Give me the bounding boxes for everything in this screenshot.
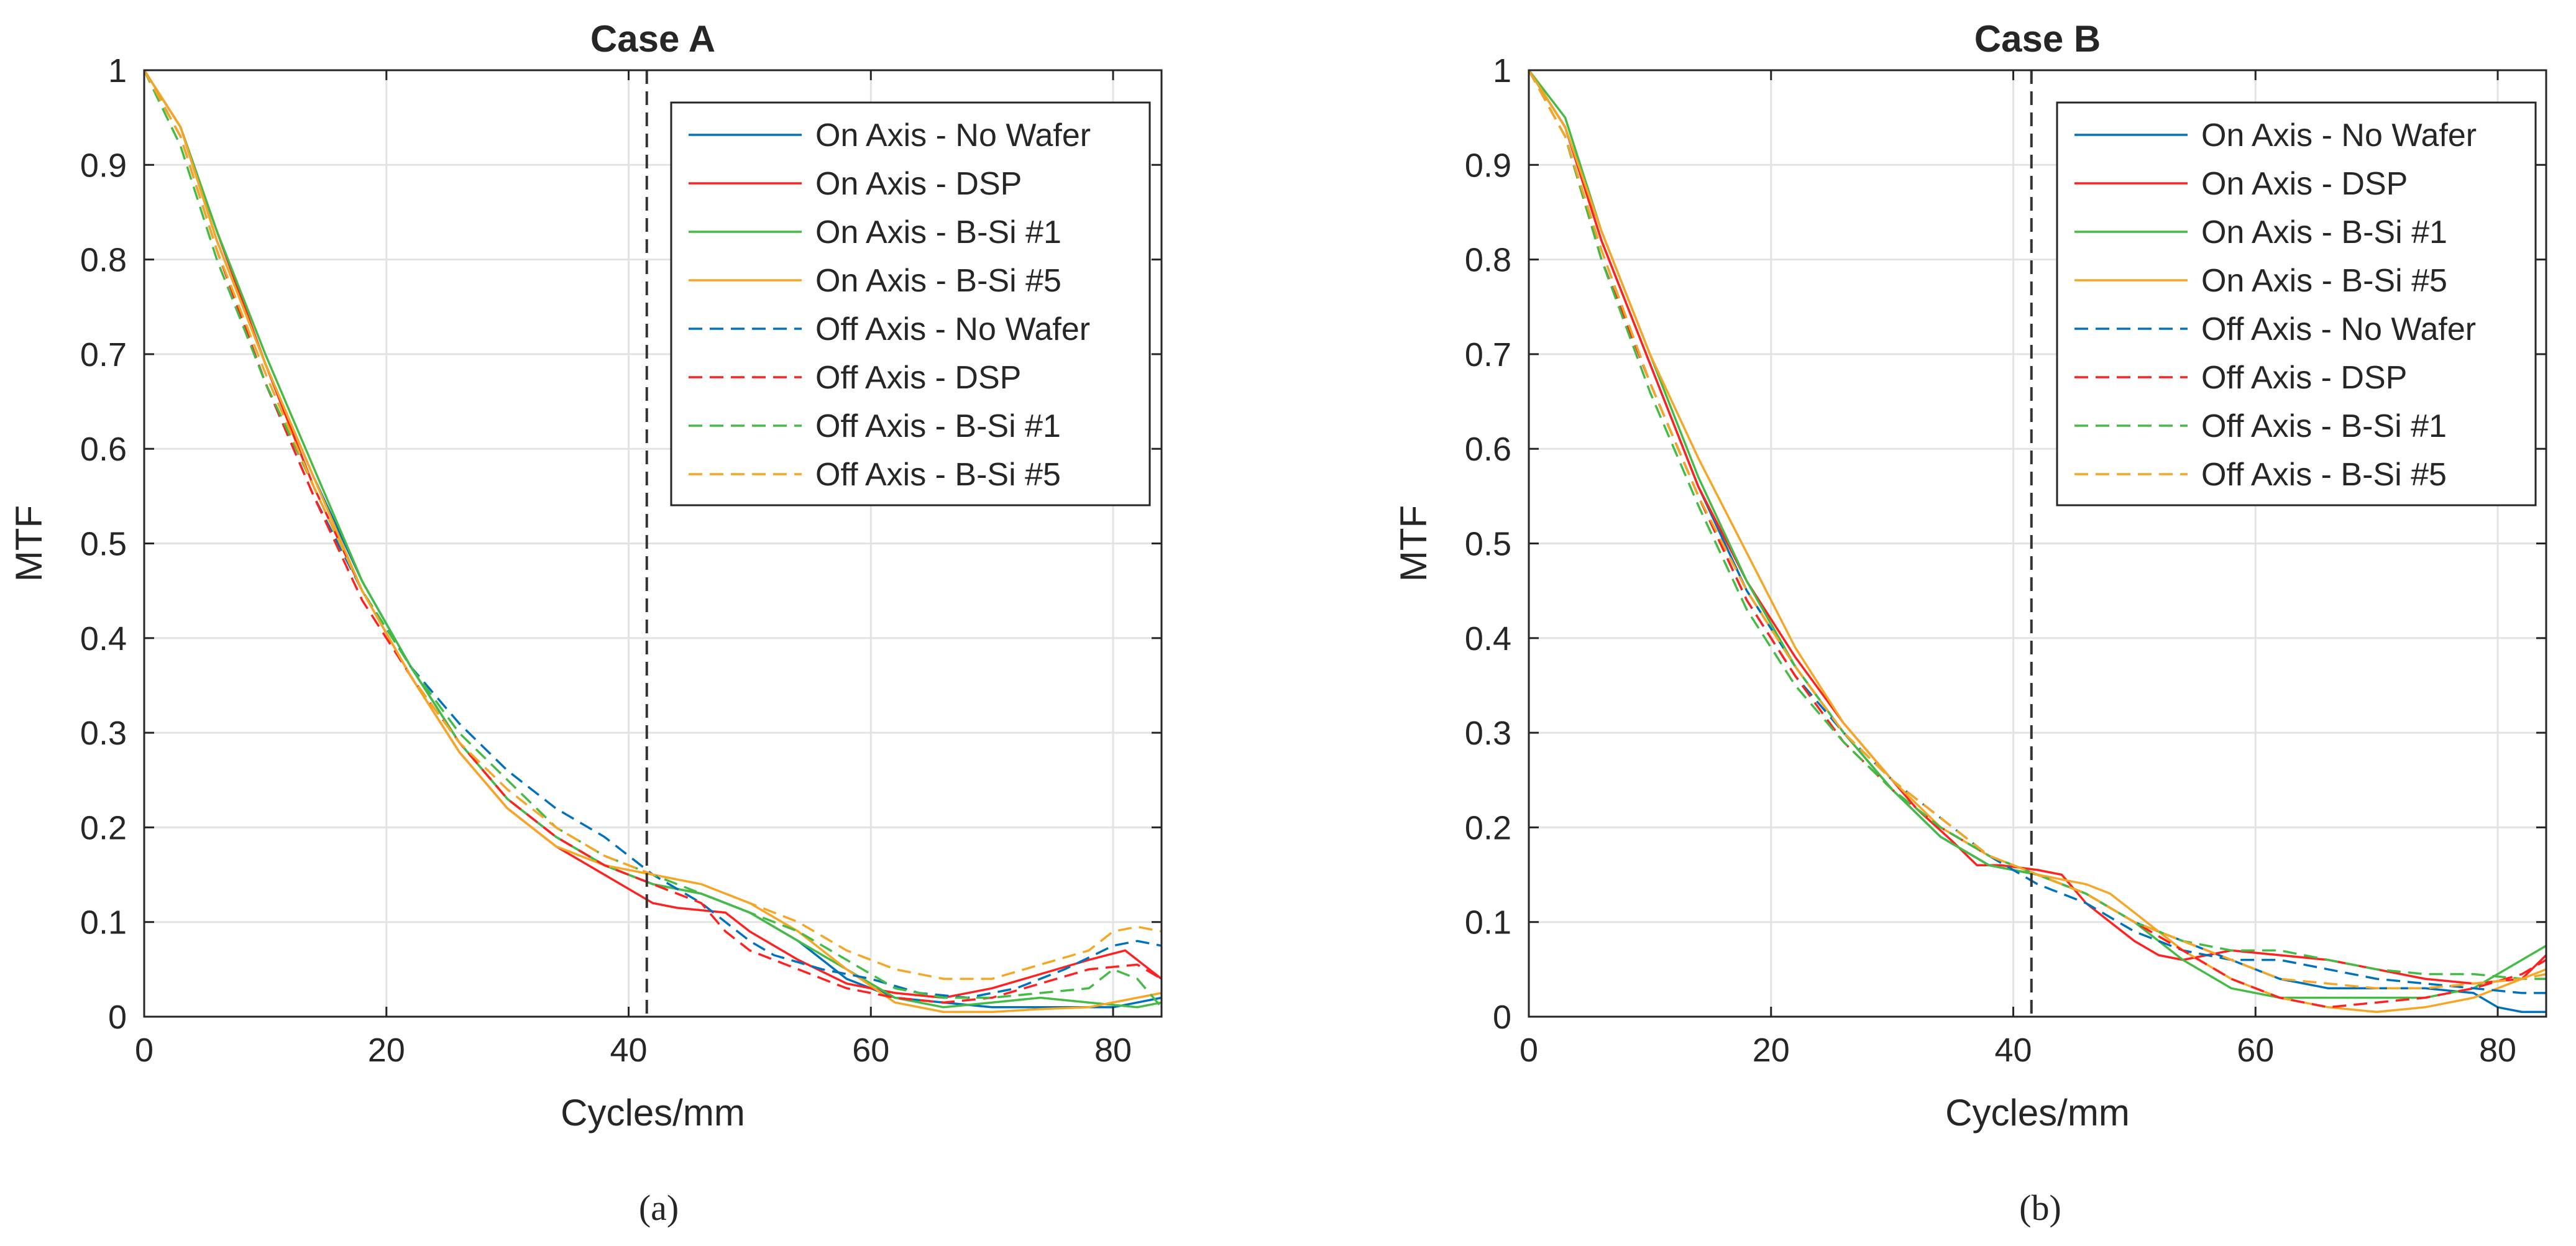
panel-1-y-tick-label: 0.4 xyxy=(1465,620,1511,657)
panel-0-x-tick-label: 40 xyxy=(610,1032,647,1069)
panel-b-caption: (b) xyxy=(2019,1188,2061,1228)
panel-0-series-line-off-axis-b-si-5 xyxy=(143,70,1162,980)
panel-1-series-line-on-axis-b-si-5 xyxy=(1528,70,2547,1014)
panel-0-legend-label-off-axis-b-si-5: Off Axis - B-Si #5 xyxy=(815,457,1061,493)
panel-case-b: 0 20 40 60 80 0 0.1 0.2 0.3 0.4 0.5 0.6 0.7 0.8 0.9 1 Ca… xyxy=(1393,18,2547,1134)
panel-1-legend-label-on-axis-dsp: On Axis - DSP xyxy=(2201,166,2408,202)
panel-0-legend-label-on-axis-b-si-5: On Axis - B-Si #5 xyxy=(815,263,1061,299)
panel-1-series-line-off-axis-b-si-5 xyxy=(1528,70,2547,990)
panel-1-y-tick-label: 0.9 xyxy=(1465,147,1511,184)
panel-0-x-tick-label: 20 xyxy=(368,1032,405,1069)
panel-1-y-tick-label: 0.5 xyxy=(1465,526,1511,563)
panel-1-y-axis-label: MTF xyxy=(1393,505,1434,582)
panel-case-a: 0 20 40 60 80 0 0.1 0.2 0.3 0.4 0.5 0.6 0.7 0.8 0.9 1 Ca… xyxy=(8,18,1163,1134)
panel-1-legend-label-off-axis-dsp: Off Axis - DSP xyxy=(2201,360,2407,396)
panel-1-x-tick-label: 80 xyxy=(2479,1032,2516,1069)
panel-1-y-tick-label: 0 xyxy=(1493,999,1511,1036)
panel-1-chart-title: Case B xyxy=(1974,18,2101,60)
panel-0-y-tick-label: 1 xyxy=(108,52,127,89)
panel-a-caption: (a) xyxy=(639,1188,679,1228)
panel-0-series-line-off-axis-no-wafer xyxy=(143,70,1162,999)
panel-0-y-tick-label: 0.6 xyxy=(80,431,127,468)
panel-0-y-tick-label: 0.7 xyxy=(80,336,127,373)
panel-1-legend-label-off-axis-b-si-5: Off Axis - B-Si #5 xyxy=(2201,457,2447,493)
panel-0-y-tick-label: 0.2 xyxy=(80,809,127,846)
panel-0-y-tick-label: 0.4 xyxy=(80,620,127,657)
panel-0-x-tick-label: 80 xyxy=(1094,1032,1132,1069)
panel-0-legend-label-on-axis-dsp: On Axis - DSP xyxy=(815,166,1022,202)
panel-1-y-tick-label: 0.1 xyxy=(1465,904,1511,941)
panel-0-y-tick-label: 0.1 xyxy=(80,904,127,941)
panel-0-chart-title: Case A xyxy=(590,18,715,60)
panel-1-legend-label-on-axis-b-si-5: On Axis - B-Si #5 xyxy=(2201,263,2447,299)
panel-0-y-tick-label: 0.8 xyxy=(80,242,127,279)
panel-0-legend-label-off-axis-no-wafer: Off Axis - No Wafer xyxy=(815,311,1090,347)
panel-1-x-axis-label: Cycles/mm xyxy=(1945,1092,2130,1134)
panel-1-series-line-off-axis-no-wafer xyxy=(1528,70,2546,994)
panel-1-y-tick-label: 0.7 xyxy=(1465,336,1511,373)
panel-0-legend: On Axis - No Wafer On Axis - DSP On Axis -… xyxy=(670,101,1151,506)
panel-0-legend-label-on-axis-no-wafer: On Axis - No Wafer xyxy=(815,117,1091,153)
panel-0-y-tick-label: 0 xyxy=(108,999,127,1036)
panel-0-legend-label-on-axis-b-si-1: On Axis - B-Si #1 xyxy=(815,214,1061,250)
panel-1-y-tick-label: 1 xyxy=(1493,52,1511,89)
panel-1-legend-box xyxy=(2056,101,2537,506)
panel-1-legend-label-on-axis-b-si-1: On Axis - B-Si #1 xyxy=(2201,214,2447,250)
panel-0-x-tick-label: 0 xyxy=(135,1032,154,1069)
panel-0-series-line-on-axis-b-si-1 xyxy=(143,70,1162,1009)
panel-0-y-axis-label: MTF xyxy=(8,505,50,582)
panel-0-legend-label-off-axis-b-si-1: Off Axis - B-Si #1 xyxy=(815,408,1061,444)
panel-0-y-tick-label: 0.5 xyxy=(80,526,127,563)
panel-1-y-tick-label: 0.2 xyxy=(1465,809,1511,846)
panel-0-x-axis-label: Cycles/mm xyxy=(561,1092,745,1134)
panel-1-y-tick-label: 0.3 xyxy=(1465,715,1511,752)
panel-0-series-line-off-axis-dsp xyxy=(143,70,1162,1004)
panel-1-y-tick-label: 0.8 xyxy=(1465,242,1511,279)
panel-1-x-tick-label: 0 xyxy=(1519,1032,1538,1069)
panel-1-legend-label-off-axis-b-si-1: Off Axis - B-Si #1 xyxy=(2201,408,2447,444)
panel-0-legend-box xyxy=(670,101,1151,506)
panel-1-legend-label-off-axis-no-wafer: Off Axis - No Wafer xyxy=(2201,311,2476,347)
panel-0-y-tick-label: 0.3 xyxy=(80,715,127,752)
panel-0-legend-label-off-axis-dsp: Off Axis - DSP xyxy=(815,360,1021,396)
panel-1-x-tick-label: 20 xyxy=(1753,1032,1790,1069)
panel-0-x-tick-label: 60 xyxy=(852,1032,889,1069)
panel-1-x-tick-label: 40 xyxy=(1994,1032,2032,1069)
panel-0-y-tick-label: 0.9 xyxy=(80,147,127,184)
panel-1-x-tick-label: 60 xyxy=(2237,1032,2274,1069)
panel-1-legend-label-on-axis-no-wafer: On Axis - No Wafer xyxy=(2201,117,2477,153)
panel-1-legend: On Axis - No Wafer On Axis - DSP On Axis -… xyxy=(2056,101,2537,506)
panel-1-y-tick-label: 0.6 xyxy=(1465,431,1511,468)
